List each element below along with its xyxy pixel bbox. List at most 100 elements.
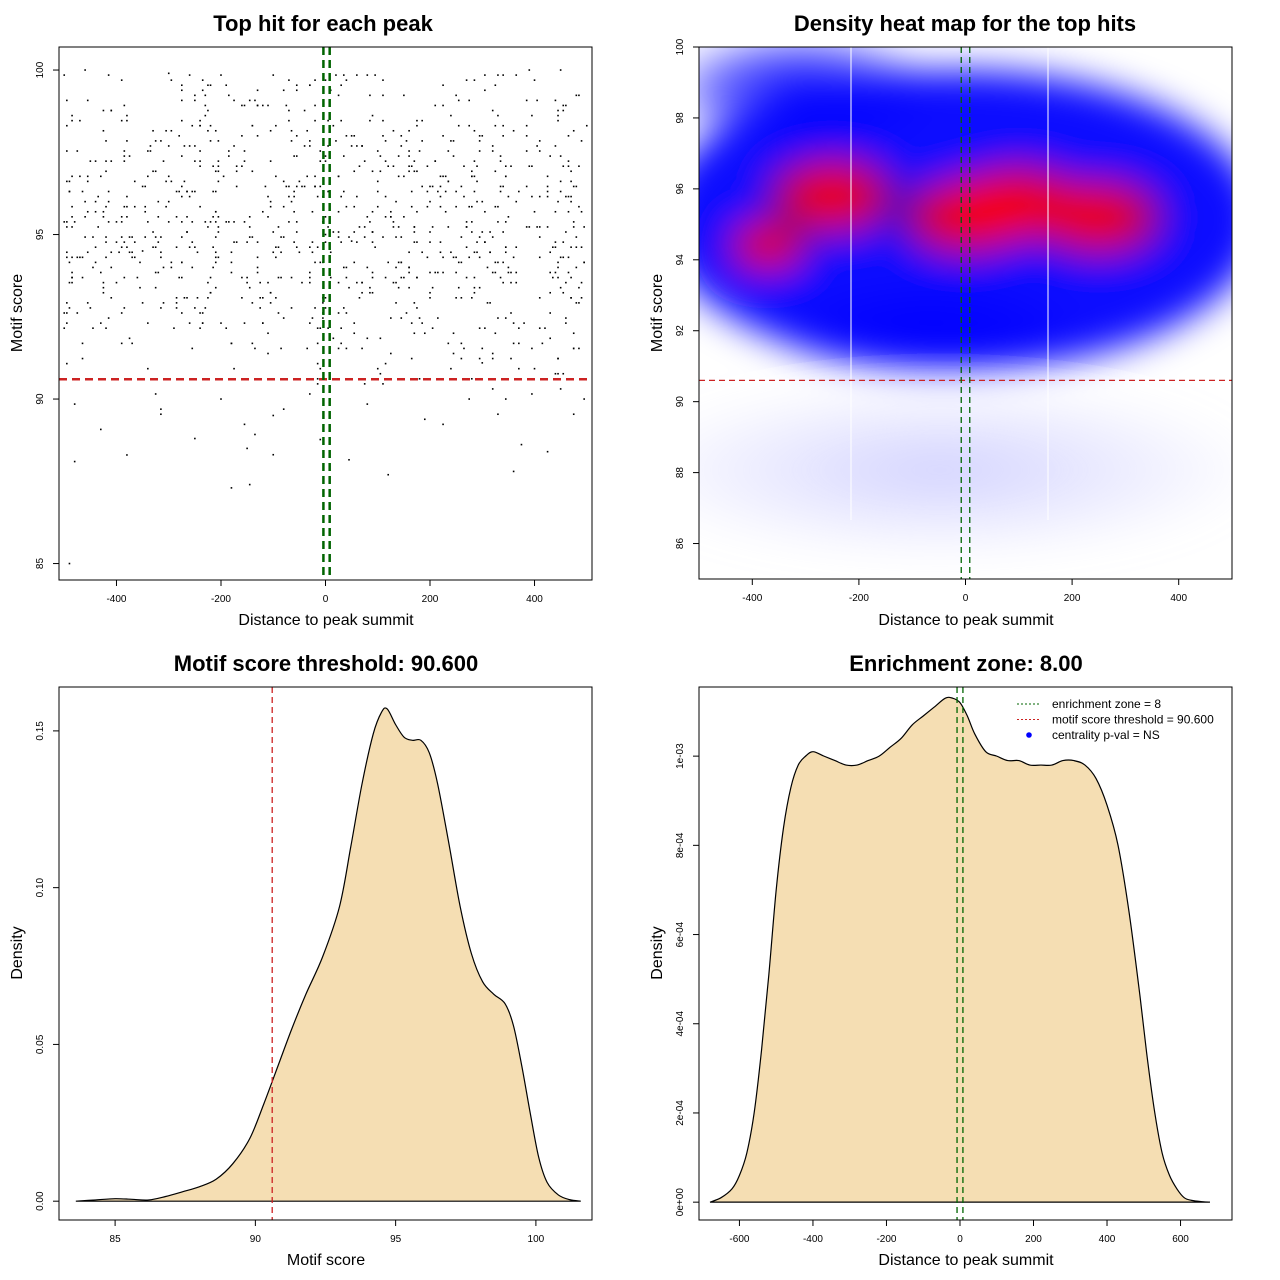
- scatter-point: [212, 165, 214, 168]
- scatter-point: [410, 205, 413, 208]
- scatter-point: [94, 160, 97, 162]
- scatter-point: [228, 155, 230, 157]
- scatter-point: [84, 216, 86, 218]
- scatter-point: [269, 302, 272, 304]
- heatmap-x-tick-label: 400: [1170, 593, 1187, 604]
- scatter-point: [421, 140, 423, 142]
- scatter-point: [559, 180, 562, 183]
- scatter-point: [256, 271, 259, 274]
- scatter-point: [261, 322, 264, 324]
- scatter-point: [86, 99, 89, 102]
- scatter-point: [494, 271, 497, 274]
- scatter-point: [290, 200, 293, 203]
- scatter-point: [442, 271, 444, 274]
- scatter-point: [207, 226, 209, 228]
- scatter-point: [246, 241, 248, 243]
- heatmap-x-tick-label: 200: [1064, 593, 1081, 604]
- scatter-point: [491, 388, 494, 390]
- scatter-point: [157, 216, 160, 218]
- scatter-point: [340, 241, 342, 243]
- scatter-point: [71, 216, 73, 218]
- scatter-point: [175, 302, 178, 304]
- scatter-point: [178, 190, 180, 193]
- scatter-point: [468, 398, 471, 400]
- scatter-point: [450, 367, 452, 370]
- scatter-point: [147, 150, 149, 152]
- scatter-point: [575, 302, 578, 304]
- scatter-point: [384, 216, 387, 218]
- scatter-point: [512, 256, 515, 259]
- scatter-point: [322, 302, 324, 304]
- scatter-point: [261, 297, 264, 299]
- scatter-point: [214, 170, 217, 173]
- scatter-point: [557, 200, 559, 203]
- scatter-point: [235, 241, 238, 243]
- scatter-point: [89, 160, 92, 162]
- scatter-point: [175, 246, 178, 248]
- scatter-point: [565, 104, 567, 107]
- scatter-point: [384, 160, 387, 162]
- distance-density-x-tick-label: 400: [1099, 1234, 1116, 1245]
- scatter-point: [86, 251, 89, 254]
- legend-label: motif score threshold = 90.600: [1052, 713, 1214, 727]
- scatter-point: [107, 200, 110, 203]
- scatter-title: Top hit for each peak: [213, 11, 433, 36]
- scatter-point: [572, 185, 575, 188]
- scatter-point: [350, 135, 353, 137]
- scatter-point: [567, 256, 570, 259]
- scatter-point: [110, 160, 113, 162]
- scatter-point: [442, 104, 444, 107]
- scatter-point: [429, 185, 431, 188]
- scatter-point: [301, 185, 303, 188]
- scatter-point: [392, 221, 395, 223]
- scatter-point: [66, 150, 68, 152]
- scatter-point: [324, 79, 327, 81]
- scatter-point: [102, 216, 105, 218]
- distance-density-x-tick-label: -400: [803, 1234, 823, 1245]
- scatter-point: [549, 337, 551, 340]
- scatter-point: [481, 362, 484, 364]
- scatter-point: [434, 271, 437, 274]
- scatter-point: [358, 165, 361, 168]
- scatter-point: [167, 221, 170, 223]
- scatter-point: [280, 347, 282, 350]
- heatmap-y-tick-label: 90: [675, 396, 686, 408]
- scatter-point: [165, 129, 167, 132]
- scatter-point: [578, 205, 580, 208]
- scatter-point: [199, 205, 201, 208]
- scatter-point: [288, 119, 290, 122]
- scatter-point: [431, 327, 434, 329]
- scatter-point: [463, 195, 465, 198]
- scatter-point: [288, 195, 290, 198]
- scatter-point: [123, 241, 126, 243]
- scatter-point: [583, 398, 585, 400]
- scatter-x-tick-label: -200: [211, 594, 231, 605]
- scatter-point: [154, 393, 157, 395]
- heatmap-reference-lines: [699, 47, 1232, 579]
- scatter-point: [309, 276, 311, 279]
- scatter-point: [233, 241, 235, 243]
- scatter-point: [154, 140, 157, 142]
- scatter-point: [400, 276, 403, 279]
- scatter-point: [536, 99, 538, 102]
- scatter-point: [400, 135, 403, 137]
- scatter-point: [282, 180, 285, 183]
- scatter-point: [504, 398, 507, 400]
- scatter-point: [489, 251, 491, 254]
- scatter-point: [531, 393, 533, 395]
- scatter-y-tick-label: 100: [35, 61, 46, 78]
- scatter-point: [337, 236, 340, 238]
- scatter-point: [575, 236, 578, 238]
- scatter-x-axis: -400 -200 0 200 400: [106, 579, 543, 605]
- scatter-point: [188, 74, 191, 76]
- scatter-point: [144, 210, 147, 213]
- scatter-point: [431, 286, 434, 289]
- scatter-point: [68, 190, 71, 193]
- scatter-point: [209, 84, 212, 87]
- scatter-point: [342, 266, 345, 269]
- scatter-point: [152, 231, 154, 233]
- scatter-point: [554, 99, 557, 102]
- scatter-point: [209, 124, 212, 127]
- scatter-point: [102, 109, 105, 112]
- scatter-point: [199, 124, 201, 127]
